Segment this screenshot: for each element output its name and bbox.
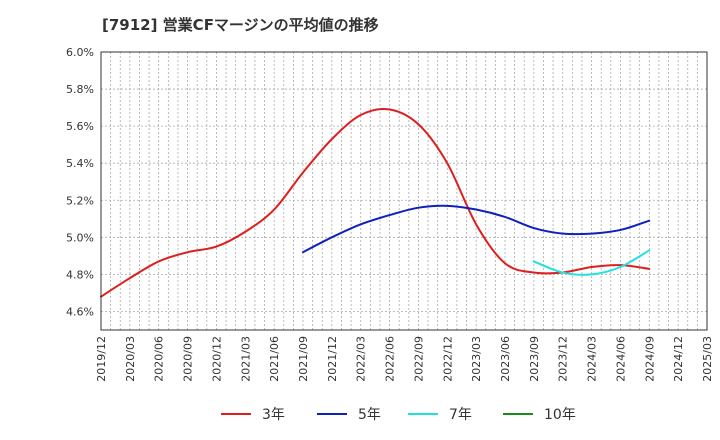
y-tick-label: 5.0% (66, 231, 94, 244)
y-tick-label: 5.4% (66, 157, 94, 170)
y-tick-label: 4.6% (66, 305, 94, 318)
x-tick-label: 2021/06 (268, 336, 281, 382)
x-tick-label: 2022/06 (384, 336, 397, 382)
x-tick-label: 2020/06 (153, 336, 166, 382)
x-tick-label: 2023/06 (499, 336, 512, 382)
y-tick-label: 5.2% (66, 194, 94, 207)
chart-title: [7912] 営業CFマージンの平均値の推移 (102, 16, 379, 34)
x-tick-label: 2020/09 (182, 336, 195, 382)
y-tick-label: 5.6% (66, 120, 94, 133)
x-tick-label: 2023/03 (470, 336, 483, 382)
x-tick-label: 2020/12 (210, 336, 223, 382)
legend-label-4: 10年 (544, 407, 576, 423)
series-line-2 (302, 204, 651, 254)
x-axis-ticks: 2019/12 2020/03 2020/06 2020/09 2020/12 2021/… (95, 336, 714, 382)
x-tick-label: 2022/03 (355, 336, 368, 382)
x-tick-label: 2022/09 (412, 336, 425, 382)
y-axis-ticks: 4.6% 4.8% 5.0% 5.2% 5.4% 5.6% 5.8% 6.0% (66, 46, 94, 318)
x-tick-label: 2024/12 (672, 336, 685, 382)
x-tick-label: 2024/03 (586, 336, 599, 382)
x-tick-label: 2019/12 (95, 336, 108, 382)
legend-label-3: 7年 (449, 407, 472, 423)
x-tick-label: 2024/06 (614, 336, 627, 382)
series-layer (100, 107, 651, 298)
y-tick-label: 4.8% (66, 268, 94, 281)
legend-label-2: 5年 (358, 407, 381, 423)
x-tick-label: 2025/03 (701, 336, 714, 382)
plot-border (100, 51, 708, 331)
x-tick-label: 2020/03 (124, 336, 137, 382)
series-line-1 (100, 107, 651, 298)
series-line-3 (532, 249, 651, 276)
plot-background (101, 52, 707, 330)
x-tick-label: 2022/12 (441, 336, 454, 382)
x-tick-label: 2021/09 (297, 336, 310, 382)
legend: 3年 5年 7年 10年 (221, 407, 576, 423)
x-tick-label: 2023/12 (557, 336, 570, 382)
x-tick-label: 2021/03 (239, 336, 252, 382)
x-tick-label: 2024/09 (643, 336, 656, 382)
y-tick-label: 6.0% (66, 46, 94, 59)
y-tick-label: 5.8% (66, 83, 94, 96)
x-tick-label: 2021/12 (326, 336, 339, 382)
legend-label-1: 3年 (262, 407, 285, 423)
x-tick-label: 2023/09 (528, 336, 541, 382)
